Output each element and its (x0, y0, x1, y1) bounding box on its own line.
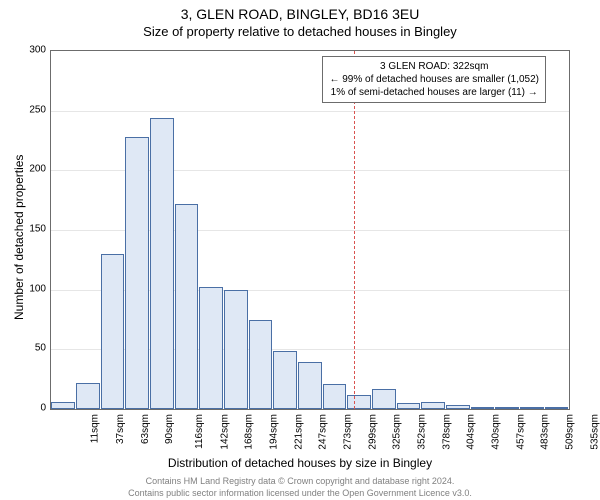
histogram-bar (76, 383, 100, 409)
y-tick-label: 250 (6, 104, 46, 115)
x-tick-label: 63sqm (140, 414, 151, 444)
chart-container: 3, GLEN ROAD, BINGLEY, BD16 3EU Size of … (0, 0, 600, 500)
marker-line (354, 51, 356, 409)
histogram-bar (421, 402, 445, 409)
histogram-bar (175, 204, 199, 409)
title-sub: Size of property relative to detached ho… (0, 24, 600, 39)
histogram-bar (150, 118, 174, 409)
x-tick-label: 457sqm (515, 414, 526, 450)
x-tick-label: 299sqm (367, 414, 378, 450)
x-tick-label: 37sqm (115, 414, 126, 444)
histogram-bar (298, 362, 322, 409)
x-tick-label: 535sqm (589, 414, 600, 450)
x-tick-label: 273sqm (343, 414, 354, 450)
y-tick-label: 300 (6, 45, 46, 56)
x-tick-label: 194sqm (269, 414, 280, 450)
x-tick-label: 247sqm (318, 414, 329, 450)
histogram-bar (51, 402, 75, 409)
x-tick-label: 221sqm (293, 414, 304, 450)
histogram-bar (273, 351, 297, 409)
footer-line1: Contains HM Land Registry data © Crown c… (0, 476, 600, 486)
gridline (51, 111, 569, 112)
footer-line2: Contains public sector information licen… (0, 488, 600, 498)
y-tick-label: 100 (6, 283, 46, 294)
histogram-bar (249, 320, 273, 410)
histogram-bar (545, 407, 569, 409)
x-tick-label: 430sqm (491, 414, 502, 450)
histogram-bar (495, 407, 519, 409)
info-box: 3 GLEN ROAD: 322sqm ← 99% of detached ho… (322, 56, 546, 103)
y-tick-label: 50 (6, 343, 46, 354)
plot-area (50, 50, 570, 410)
x-tick-label: 116sqm (194, 414, 205, 449)
histogram-bar (446, 405, 470, 409)
info-line2: ← 99% of detached houses are smaller (1,… (329, 73, 539, 86)
histogram-bar (520, 407, 544, 409)
x-tick-label: 509sqm (565, 414, 576, 450)
histogram-bar (199, 287, 223, 409)
y-tick-label: 200 (6, 164, 46, 175)
x-axis-label: Distribution of detached houses by size … (0, 456, 600, 470)
histogram-bar (224, 290, 248, 409)
x-tick-label: 483sqm (540, 414, 551, 450)
x-tick-label: 378sqm (441, 414, 452, 450)
title-main: 3, GLEN ROAD, BINGLEY, BD16 3EU (0, 6, 600, 22)
x-tick-label: 325sqm (392, 414, 403, 450)
x-tick-label: 352sqm (417, 414, 428, 450)
y-tick-label: 0 (6, 403, 46, 414)
histogram-bar (347, 395, 371, 409)
x-tick-label: 90sqm (164, 414, 175, 444)
x-tick-label: 404sqm (466, 414, 477, 450)
histogram-bar (397, 403, 421, 409)
histogram-bar (471, 407, 495, 409)
info-line1: 3 GLEN ROAD: 322sqm (329, 60, 539, 73)
histogram-bar (101, 254, 125, 409)
histogram-bar (125, 137, 149, 409)
info-line3: 1% of semi-detached houses are larger (1… (329, 86, 539, 99)
y-axis-label: Number of detached properties (12, 155, 26, 320)
y-tick-label: 150 (6, 224, 46, 235)
histogram-bar (323, 384, 347, 409)
x-tick-label: 168sqm (244, 414, 255, 450)
histogram-bar (372, 389, 396, 409)
x-tick-label: 11sqm (90, 414, 101, 443)
x-tick-label: 142sqm (219, 414, 230, 450)
